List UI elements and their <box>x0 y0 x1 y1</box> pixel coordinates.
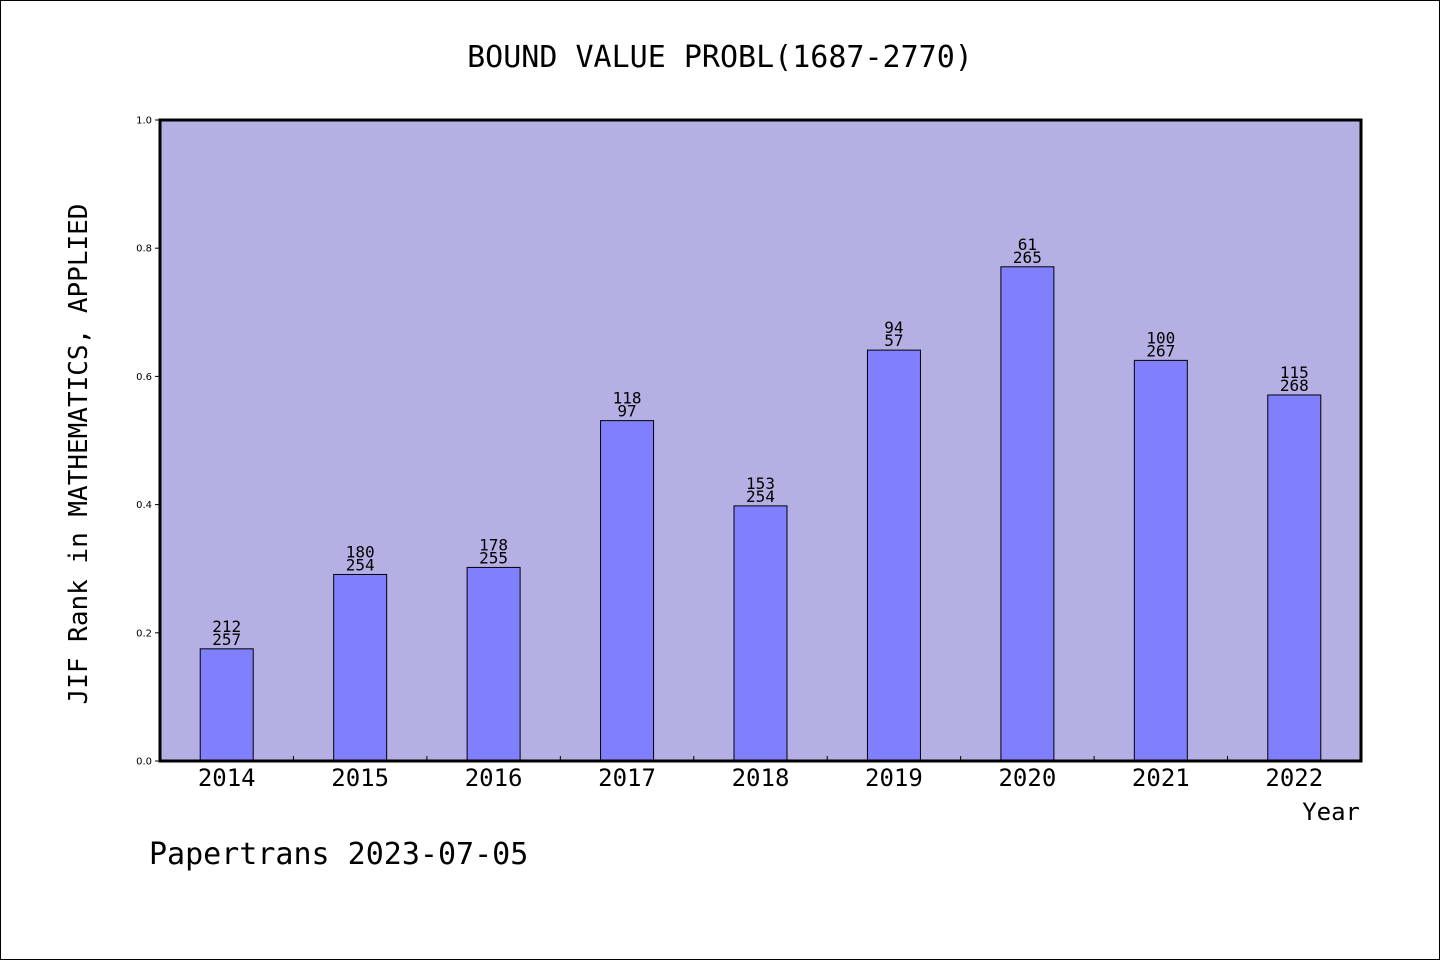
chart-title: BOUND VALUE PROBL(1687-2770) <box>467 40 973 75</box>
bar-series <box>199 266 1322 762</box>
bar-label-bottom: 57 <box>884 331 903 350</box>
plot-frame <box>158 118 1363 763</box>
y-tick-label: 0.8 <box>136 244 152 255</box>
bar-label-top: 115 <box>1280 363 1309 382</box>
bar-label-top: 61 <box>1018 235 1037 254</box>
x-tick-label: 2014 <box>198 764 256 792</box>
bar-label-top: 153 <box>746 474 775 493</box>
bar-label-bottom: 255 <box>479 548 508 567</box>
x-tick-label: 2018 <box>732 764 790 792</box>
y-tick-label: 1.0 <box>136 116 152 127</box>
bar-2019 <box>866 349 921 762</box>
x-tick-label: 2022 <box>1265 764 1323 792</box>
y-tick-label: 0.6 <box>136 372 152 383</box>
y-axis: 0.0 0.2 0.4 0.6 0.8 1.0 <box>136 116 160 768</box>
x-tick-label: 2020 <box>998 764 1056 792</box>
bar-label-top: 94 <box>884 318 903 337</box>
y-tick-label: 0.4 <box>136 500 152 511</box>
bar-label-bottom: 267 <box>1146 341 1175 360</box>
bar-label-top: 178 <box>479 535 508 554</box>
bar-2020 <box>1000 266 1055 762</box>
bar-label-bottom: 254 <box>746 487 775 506</box>
bar-label-top: 118 <box>613 389 642 408</box>
bar-label-bottom: 254 <box>346 555 375 574</box>
x-axis-label: Year <box>1302 798 1360 826</box>
bar-label-top: 212 <box>212 617 241 636</box>
bar-label-top: 100 <box>1146 328 1175 347</box>
x-tick-label: 2015 <box>331 764 389 792</box>
bar-2022 <box>1267 394 1322 762</box>
bar-2016 <box>466 566 521 762</box>
y-tick-label: 0.2 <box>136 628 152 639</box>
bar-label-top: 180 <box>346 542 375 561</box>
bar-label-bottom: 268 <box>1280 376 1309 395</box>
bar-2015 <box>333 573 388 762</box>
x-tick-label: 2021 <box>1132 764 1190 792</box>
bar-2018 <box>733 505 788 762</box>
x-tick-label: 2016 <box>465 764 523 792</box>
y-axis-label: JIF Rank in MATHEMATICS, APPLIED <box>64 204 94 705</box>
footer-date-stamp: Papertrans 2023-07-05 <box>149 837 528 872</box>
bar-2017 <box>600 420 655 762</box>
bar-label-bottom: 265 <box>1013 248 1042 267</box>
bar-2014 <box>199 648 254 762</box>
x-tick-label: 2019 <box>865 764 923 792</box>
x-tick-label: 2017 <box>598 764 656 792</box>
bar-2021 <box>1133 359 1188 762</box>
x-axis: 2014 2015 2016 2017 2018 2019 2020 2021 2022 <box>198 756 1323 792</box>
y-tick-label: 0.0 <box>136 757 152 768</box>
bar-label-bottom: 257 <box>212 630 241 649</box>
bar-label-bottom: 97 <box>617 402 636 421</box>
bar-labels: 2122571802541782551189715325494576126510… <box>212 235 1308 649</box>
